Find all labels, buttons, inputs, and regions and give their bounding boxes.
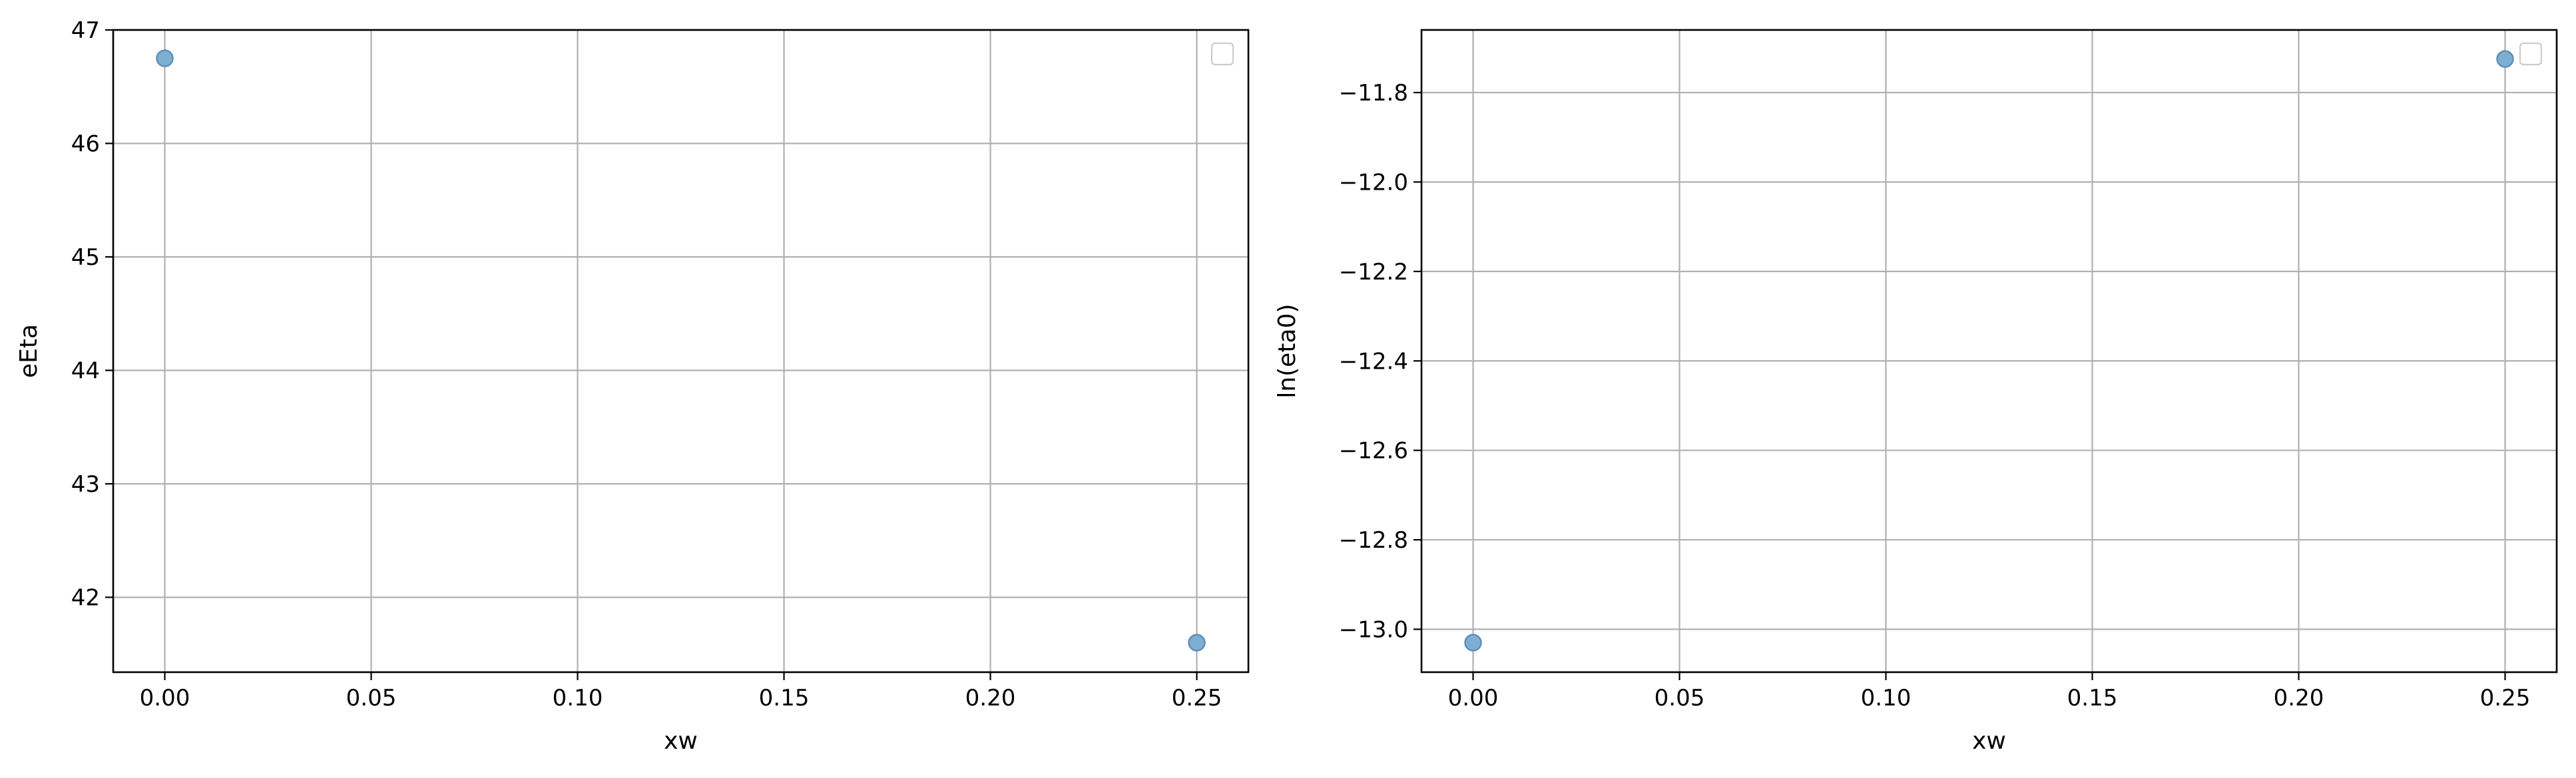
x-tick-label: 0.15 [759,685,810,711]
y-tick-label: −11.8 [1339,80,1408,106]
x-tick-label: 0.10 [553,685,603,711]
x-axis-label: xw [664,727,698,755]
data-point [1188,634,1206,652]
x-tick-label: 0.25 [2480,685,2531,711]
legend-box [1210,42,1234,66]
y-tick-label: −12.8 [1339,527,1408,554]
x-tick-label: 0.15 [2067,685,2118,711]
y-axis-label: ln(eta0) [1274,303,1301,398]
x-tick-label: 0.00 [1448,685,1499,711]
y-tick-label: 44 [71,357,100,384]
chart-panel-2: 0.00 0.05 0.10 0.15 0.20 0.25 −13.0 −12.8 −12.6 −… [1274,29,2558,755]
data-point [1464,634,1482,652]
legend-box [2519,42,2543,66]
x-tick-label: 0.10 [1861,685,1912,711]
x-tick-label: 0.05 [1655,685,1705,711]
y-tick-label: 43 [71,471,100,498]
y-tick-label: 45 [71,244,100,271]
plot-frame [1420,29,2558,674]
y-tick-label: 46 [71,130,100,157]
y-tick-label: −12.2 [1339,259,1408,286]
y-tick-label: 42 [71,584,100,611]
x-tick-label: 0.20 [2274,685,2324,711]
y-tick-label: −12.0 [1339,169,1408,196]
y-axis-label: eEta [15,324,43,378]
chart-panel-1: 0.00 0.05 0.10 0.15 0.20 0.25 42 43 44 45 46 47 xw eE… [15,17,1250,755]
x-axis-label: xw [1972,727,2006,755]
y-tick-label: −12.6 [1339,438,1408,465]
x-tick-label: 0.25 [1172,685,1222,711]
plot-frame [112,29,1250,674]
data-point [156,49,174,67]
y-tick-label: −13.0 [1339,616,1408,643]
y-tick-label: −12.4 [1339,348,1408,375]
y-tick-label: 47 [71,17,100,44]
x-tick-label: 0.20 [965,685,1016,711]
data-point [2496,50,2514,68]
x-tick-label: 0.00 [140,685,190,711]
x-tick-label: 0.05 [346,685,397,711]
